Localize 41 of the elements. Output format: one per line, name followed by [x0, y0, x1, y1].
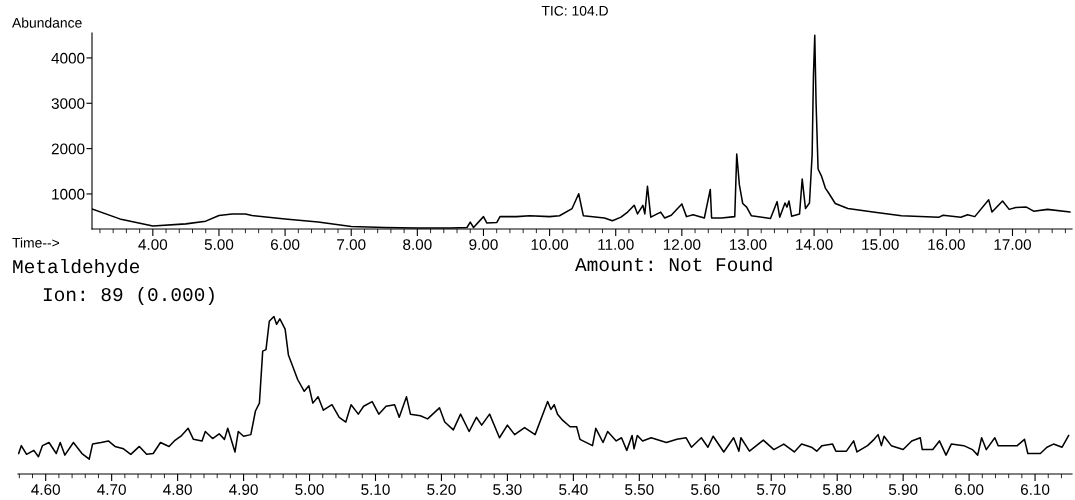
x-tick-label: 7.00	[337, 239, 366, 250]
y-tick-label: 2000	[51, 143, 85, 155]
x-tick-label: 14.00	[796, 239, 833, 250]
x-tick-label: 4.80	[163, 484, 192, 495]
x-tick-label: 5.00	[295, 484, 324, 495]
x-tick-label: 8.00	[403, 239, 432, 250]
x-tick-label: 5.90	[888, 484, 918, 495]
x-tick-label: 6.00	[955, 484, 984, 495]
x-axis-title: Time-->	[12, 237, 60, 248]
text: Ion: 89 (0.000)	[43, 286, 214, 306]
x-tick-label: 10.00	[531, 239, 569, 250]
x-tick-label: 17.00	[994, 239, 1032, 250]
x-tick-label: 5.60	[691, 484, 720, 495]
x-tick-label: 15.00	[862, 239, 899, 250]
x-tick-label: 4.60	[31, 484, 60, 495]
x-tick-label: 5.20	[427, 484, 456, 495]
x-tick-label: 5.80	[822, 484, 852, 495]
x-tick-label: 6.10	[1020, 484, 1050, 495]
x-tick-label: 16.00	[928, 239, 965, 250]
y-tick-label: 3000	[51, 98, 85, 109]
chart-title: Metaldehyde	[13, 258, 140, 278]
x-tick-label: 5.00	[204, 239, 234, 250]
x-tick-label: 11.00	[598, 239, 634, 250]
x-tick-label: 4.00	[138, 239, 168, 250]
x-tick-label: 4.90	[229, 484, 258, 495]
x-tick-label: 13.00	[730, 239, 767, 250]
x-tick-label: 9.00	[469, 239, 498, 250]
x-tick-label: 12.00	[663, 239, 701, 250]
x-tick-label: 6.00	[271, 239, 300, 250]
y-axis-title: Abundance	[12, 17, 82, 28]
x-tick-label: 5.70	[756, 484, 786, 495]
y-tick-label: 1000	[52, 188, 85, 200]
x-tick-label: 5.50	[625, 484, 654, 495]
x-tick-label: 4.70	[97, 484, 126, 495]
line-series	[92, 34, 1071, 229]
x-tick-label: 5.40	[559, 484, 588, 495]
x-tick-label: 5.10	[361, 484, 390, 495]
y-tick-label: 4000	[51, 52, 85, 64]
chart-title: TIC: 104.D	[541, 5, 608, 16]
x-tick-label: 5.30	[493, 484, 522, 495]
chart-subtitle: Amount: Not Found	[575, 256, 772, 272]
